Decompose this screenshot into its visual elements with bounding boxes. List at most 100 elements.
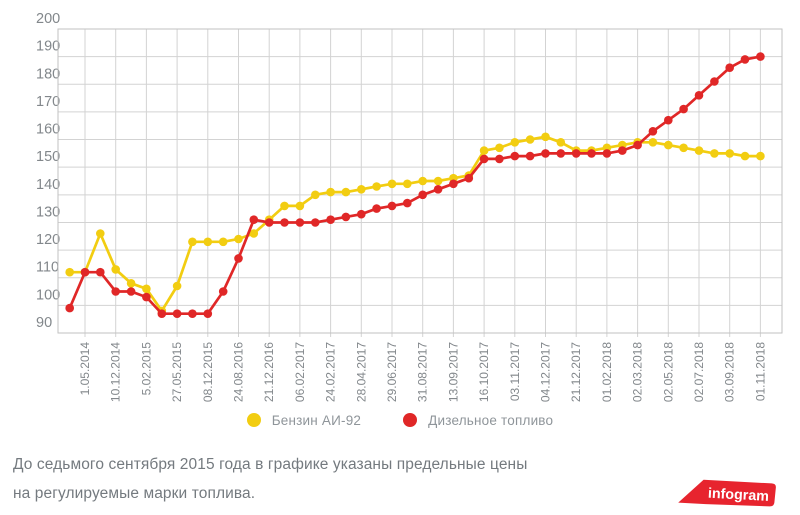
data-point [372,204,381,213]
data-point [218,287,228,296]
x-axis-tick-label: 06.02.2017 [293,342,307,402]
data-point [234,254,243,263]
data-point [725,63,734,72]
data-point [142,292,151,302]
data-point [418,190,428,200]
x-axis-tick-label: 08.12.2015 [201,342,215,402]
x-axis-tick-label: 10.12.2014 [109,342,123,402]
data-point [525,135,535,144]
data-point [188,309,197,319]
x-axis-tick-label: 24.02.2017 [324,342,338,402]
data-point [249,229,259,238]
legend-label-ai92: Бензин АИ-92 [271,412,362,428]
x-axis-tick-label: 28.04.2017 [354,342,368,402]
y-axis-tick-label: 120 [36,232,60,248]
data-point [403,198,412,208]
y-axis-tick-label: 110 [36,260,59,276]
data-point [96,229,105,238]
price-line-chart: 200 190 180 170 160 150 140 130 120 110 100 90 1.05.… [36,11,783,402]
x-axis-tick-label: 24.08.2016 [232,342,246,402]
data-point [403,179,412,189]
x-axis-tick-label: 16.10.2017 [477,342,491,402]
grid-lines: 200 190 180 170 160 150 140 130 120 110 100 90 1.05.… [36,11,782,402]
data-point [203,237,213,247]
x-axis-tick-label: 21.12.2017 [569,342,583,402]
data-point [341,212,351,222]
data-point [664,115,673,125]
data-point [725,149,734,158]
series-diesel [65,52,765,319]
x-axis-tick-label: 02.05.2018 [661,342,675,402]
data-point [710,77,719,86]
data-point [756,52,765,61]
x-axis-tick-label: 01.11.2018 [753,342,767,401]
data-point [203,309,213,319]
data-point [295,218,305,227]
data-point [740,151,750,161]
y-axis-tick-label: 190 [36,39,60,55]
data-point [311,190,320,200]
data-point [357,209,366,219]
data-point [418,176,428,186]
data-point [541,132,550,142]
data-point [541,149,550,158]
y-axis-tick-label: 180 [36,66,60,82]
data-point [341,187,351,197]
data-point [157,309,167,319]
data-point [80,267,90,277]
data-point [694,91,704,100]
y-axis-tick-label: 170 [36,94,60,110]
x-axis-tick-label: 01.02.2018 [600,342,614,402]
data-point [326,215,335,224]
infogram-logo[interactable]: infogram [674,474,786,514]
data-point [433,176,443,186]
data-point [479,146,489,155]
x-axis-tick-label: 13.09.2017 [446,342,460,402]
x-axis-tick-label: 03.09.2018 [723,342,737,402]
y-axis-tick-label: 130 [36,204,60,220]
x-axis-tick-label: 03.11.2017 [508,342,522,401]
plot-border [57,28,783,334]
data-point [65,303,74,313]
data-point [556,138,566,147]
diesel-series-swatch-icon [403,413,418,427]
data-point [357,185,366,194]
y-axis-tick-label: 200 [36,11,60,27]
data-point [495,143,504,153]
data-point [433,185,443,194]
data-point [556,149,566,158]
data-point [295,201,305,211]
footnote-line-1: До седьмого сентября 2015 года в графике… [13,456,528,473]
data-point [510,138,520,147]
data-point [126,279,136,288]
data-point [648,127,658,136]
x-axis-tick-label: 29.06.2017 [385,342,399,402]
data-point [510,151,520,161]
y-axis-tick-label: 150 [36,149,60,165]
data-point [694,146,704,155]
data-point [111,287,120,296]
series-line [69,135,761,314]
data-point [126,287,136,296]
data-point [111,265,120,274]
data-point [96,267,105,277]
data-point [479,154,489,164]
data-point [372,182,381,191]
data-point [648,138,658,147]
data-point [280,201,289,211]
data-point [618,146,627,155]
x-axis-tick-label: 27.05.2015 [170,342,184,402]
data-point [495,154,504,164]
legend-item-ai92: Бензин АИ-92 [246,412,362,428]
data-point [587,149,596,158]
data-point [264,218,274,227]
data-point [172,309,182,319]
data-point [756,151,765,161]
y-axis-tick-label: 100 [36,287,60,303]
data-point [664,140,673,150]
x-axis-tick-label: 31.08.2017 [416,342,430,402]
legend-label-diesel: Дизельное топливо [428,412,554,428]
x-axis-tick-label: 04.12.2017 [539,342,553,402]
infogram-logo-text: infogram [708,486,770,505]
data-point [387,179,397,189]
